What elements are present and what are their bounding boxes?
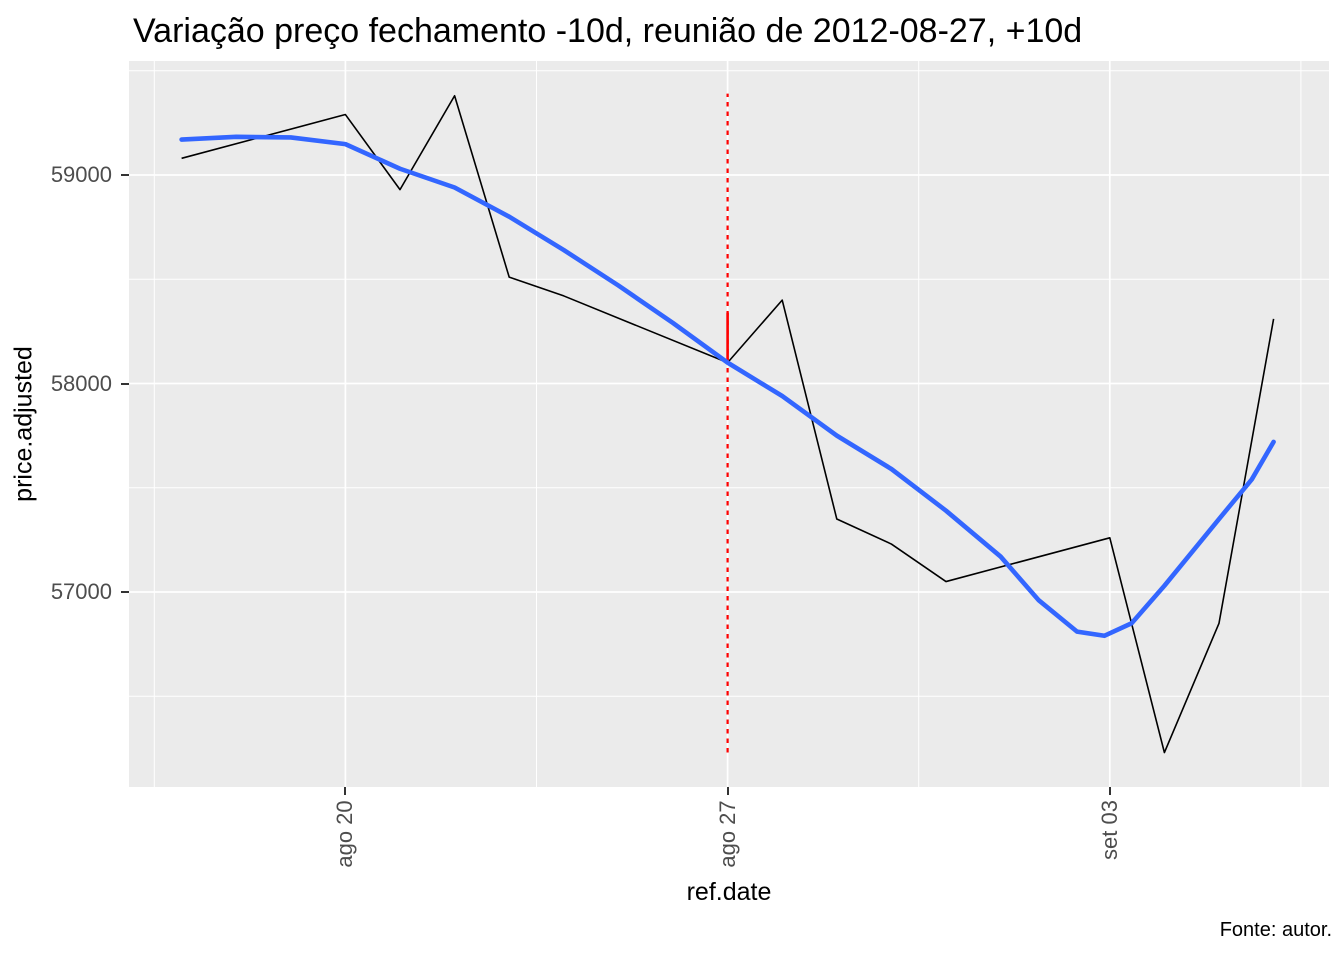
y-tick-label: 59000 bbox=[50, 162, 112, 187]
x-tick-label: ago 20 bbox=[332, 799, 358, 868]
x-tick-mark bbox=[726, 787, 729, 795]
page-title: Variação preço fechamento -10d, reunião … bbox=[133, 12, 1083, 50]
y-tick-label: 57000 bbox=[50, 579, 112, 604]
plot-panel bbox=[129, 61, 1329, 787]
x-tick-mark bbox=[344, 787, 347, 795]
y-axis-title: price.adjusted bbox=[9, 346, 38, 502]
chart-svg bbox=[129, 61, 1329, 787]
x-axis-title: ref.date bbox=[686, 878, 772, 906]
y-tick-mark bbox=[121, 174, 129, 176]
source-caption: Fonte: autor. bbox=[1219, 919, 1332, 941]
x-tick-mark bbox=[1108, 787, 1111, 795]
y-tick-mark bbox=[121, 591, 129, 593]
x-tick-label: set 03 bbox=[1096, 800, 1122, 860]
y-tick-mark bbox=[121, 382, 129, 385]
smooth-line bbox=[179, 134, 1276, 639]
x-tick-label: ago 27 bbox=[714, 799, 740, 868]
price-line bbox=[181, 94, 1275, 754]
y-tick-label: 58000 bbox=[50, 370, 112, 396]
